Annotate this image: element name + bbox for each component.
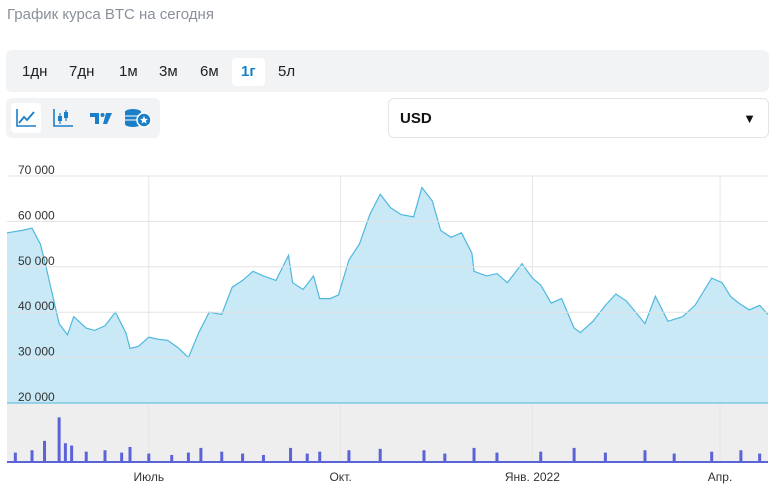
volume-bar <box>84 451 88 462</box>
volume-bar <box>495 452 499 462</box>
x-tick-label: Июль <box>133 470 164 484</box>
range-7d-button[interactable]: 7дн <box>69 63 95 80</box>
x-tick-label: Окт. <box>329 470 351 484</box>
candlestick-chart-icon <box>53 109 73 127</box>
range-5y-button[interactable]: 5л <box>278 63 296 80</box>
volume-bar <box>220 451 224 462</box>
volume-bar <box>443 453 447 462</box>
price-area <box>7 187 768 403</box>
candlestick-chart-button[interactable] <box>48 103 78 133</box>
volume-bar <box>739 450 743 462</box>
tradingview-button[interactable] <box>86 103 116 133</box>
volume-bar <box>13 452 17 462</box>
currency-select[interactable]: USD ▼ <box>388 98 769 138</box>
volume-bar <box>241 453 245 462</box>
volume-bar <box>472 447 476 462</box>
volume-bar <box>170 454 174 462</box>
volume-bar <box>128 446 132 462</box>
volume-bar <box>147 453 151 462</box>
volume-bar <box>261 454 265 462</box>
volume-bar <box>305 453 309 462</box>
price-chart[interactable]: 70 000 60 000 50 000 40 000 30 000 20 000 Июль… <box>0 160 775 489</box>
volume-bar <box>186 452 190 462</box>
y-tick-label: 30 000 <box>18 345 55 359</box>
y-tick-label: 20 000 <box>18 390 55 404</box>
volume-bar <box>43 440 47 462</box>
y-tick-label: 40 000 <box>18 299 55 313</box>
page-title: График курса BTC на сегодня <box>7 6 214 23</box>
volume-bar <box>318 451 322 462</box>
line-chart-icon <box>16 109 36 127</box>
time-range-selector: 1дн 7дн 1м 3м 6м 1г 5л <box>6 50 769 92</box>
range-3m-button[interactable]: 3м <box>159 63 178 80</box>
price-line <box>6 186 769 359</box>
tradingview-icon <box>90 113 112 124</box>
volume-bar <box>710 451 714 462</box>
dropdown-arrow-icon: ▼ <box>743 111 756 126</box>
volume-bar <box>422 450 426 462</box>
volume-panel <box>7 403 768 462</box>
currency-value: USD <box>400 110 432 127</box>
chart-type-selector <box>6 98 160 138</box>
volume-bar <box>103 450 107 462</box>
range-1y-button[interactable]: 1г <box>232 58 265 86</box>
volume-bar <box>120 452 124 462</box>
range-1d-button[interactable]: 1дн <box>22 63 48 80</box>
line-chart-button[interactable] <box>11 103 41 133</box>
volume-bar <box>672 453 676 462</box>
volume-bar <box>63 443 67 462</box>
volume-bar <box>30 450 34 462</box>
volume-bar <box>572 447 576 462</box>
coins-button[interactable] <box>123 103 153 133</box>
y-tick-label: 50 000 <box>18 254 55 268</box>
y-tick-label: 60 000 <box>18 208 55 222</box>
x-tick-label: Янв. 2022 <box>505 470 560 484</box>
volume-bar <box>378 448 382 462</box>
volume-bar <box>199 447 203 462</box>
volume-bar <box>70 445 74 462</box>
volume-bar <box>57 417 61 462</box>
range-1m-button[interactable]: 1м <box>119 63 138 80</box>
volume-bar <box>603 452 607 462</box>
volume-bar <box>539 451 543 462</box>
volume-bar <box>758 453 762 462</box>
range-6m-button[interactable]: 6м <box>200 63 219 80</box>
volume-bar <box>289 447 293 462</box>
coins-icon <box>125 109 152 128</box>
y-tick-label: 70 000 <box>18 163 55 177</box>
x-tick-label: Апр. <box>708 470 733 484</box>
volume-bar <box>347 450 351 462</box>
volume-bar <box>643 450 647 462</box>
